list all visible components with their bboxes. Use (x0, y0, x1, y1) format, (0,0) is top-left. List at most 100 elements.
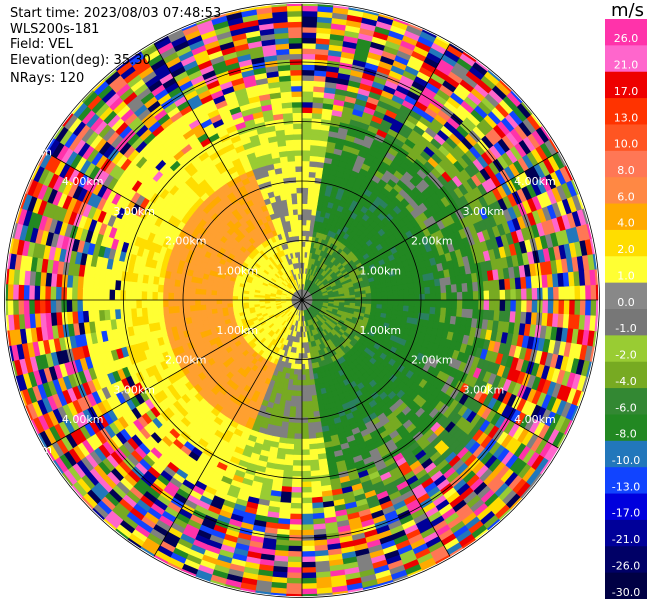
velocity-gate (76, 299, 84, 313)
velocity-gate (488, 289, 496, 301)
velocity-gate (28, 299, 35, 315)
velocity-gate (456, 291, 463, 301)
velocity-gate (520, 287, 528, 301)
velocity-gate (285, 443, 295, 451)
velocity-gate (71, 287, 78, 301)
velocity-gate (440, 292, 447, 301)
velocity-gate (301, 15, 318, 23)
velocity-gate (146, 307, 154, 317)
velocity-gate (284, 139, 295, 146)
velocity-gate (130, 281, 138, 292)
velocity-gate (461, 282, 469, 292)
velocity-gate (301, 74, 315, 82)
velocity-gate (289, 182, 297, 189)
velocity-gate (451, 291, 458, 301)
velocity-gate (205, 299, 212, 306)
velocity-gate (466, 281, 474, 292)
velocity-gate (151, 291, 158, 301)
velocity-gate (301, 37, 317, 44)
velocity-gate (119, 290, 126, 301)
velocity-gate (210, 299, 217, 306)
velocity-gate (289, 187, 297, 194)
velocity-gate (446, 291, 453, 301)
velocity-gate (312, 187, 320, 195)
velocity-gate (285, 149, 295, 157)
velocity-gate (301, 240, 306, 247)
velocity-gate (162, 285, 170, 294)
velocity-gate (17, 299, 25, 316)
velocity-gate (397, 289, 404, 296)
velocity-gate (189, 282, 197, 290)
velocity-gate (135, 290, 142, 301)
velocity-gate (286, 15, 303, 23)
velocity-gate (294, 165, 303, 173)
velocity-gate (542, 286, 549, 301)
velocity-gate (403, 294, 410, 301)
velocity-gate (301, 128, 312, 135)
velocity-gate (293, 149, 303, 156)
velocity-gate (173, 286, 180, 294)
velocity-gate (310, 117, 322, 125)
velocity-gate (103, 299, 110, 311)
velocity-gate (297, 224, 303, 231)
velocity-gate (526, 287, 533, 301)
velocity-gate (205, 294, 212, 301)
velocity-gate (287, 384, 294, 391)
velocity-gate (195, 282, 202, 290)
velocity-gate (135, 282, 143, 292)
velocity-gate (419, 293, 426, 301)
velocity-gate (289, 411, 297, 418)
velocity-gate (301, 42, 316, 50)
velocity-gate (221, 299, 228, 305)
velocity-gate (232, 296, 239, 301)
velocity-gate (293, 144, 303, 151)
velocity-gate (200, 283, 208, 291)
velocity-gate (305, 224, 311, 232)
velocity-gate (167, 306, 175, 315)
velocity-gate (296, 208, 303, 215)
velocity-gate (189, 287, 196, 295)
velocity-gate (210, 294, 217, 301)
velocity-gate (242, 296, 249, 301)
velocity-gate (44, 286, 52, 301)
velocity-gate (290, 85, 303, 92)
velocity-gate (66, 287, 73, 301)
velocity-gate (215, 299, 223, 305)
velocity-gate (387, 294, 394, 301)
velocity-gate (293, 368, 299, 376)
velocity-gate (215, 295, 223, 301)
velocity-gate (157, 306, 164, 316)
velocity-gate (119, 299, 126, 310)
velocity-gate (477, 280, 485, 292)
velocity-gate (157, 292, 164, 301)
velocity-gate (28, 285, 35, 301)
velocity-gate (157, 284, 164, 294)
velocity-gate (301, 64, 315, 71)
velocity-gate (226, 295, 233, 301)
velocity-gate (119, 280, 127, 292)
velocity-gate (301, 96, 313, 103)
velocity-gate (288, 53, 303, 60)
velocity-gate (7, 299, 14, 316)
velocity-gate (301, 192, 308, 199)
velocity-gate (173, 306, 180, 314)
velocity-gate (301, 197, 308, 205)
velocity-gate (141, 282, 148, 293)
velocity-gate (515, 288, 522, 301)
velocity-gate (297, 213, 303, 221)
velocity-gate (284, 459, 294, 467)
velocity-gate (167, 285, 175, 294)
velocity-gate (221, 295, 228, 301)
velocity-gate (306, 192, 314, 200)
velocity-gate (108, 299, 116, 311)
velocity-gate (292, 379, 299, 386)
velocity-gate (183, 293, 191, 301)
velocity-gate (472, 290, 480, 301)
velocity-gate (130, 290, 137, 301)
velocity-gate (295, 176, 303, 183)
velocity-gate (494, 289, 501, 301)
velocity-gate (311, 198, 319, 206)
velocity-gate (286, 155, 296, 162)
velocity-gate (288, 42, 303, 50)
velocity-gate (297, 369, 303, 376)
